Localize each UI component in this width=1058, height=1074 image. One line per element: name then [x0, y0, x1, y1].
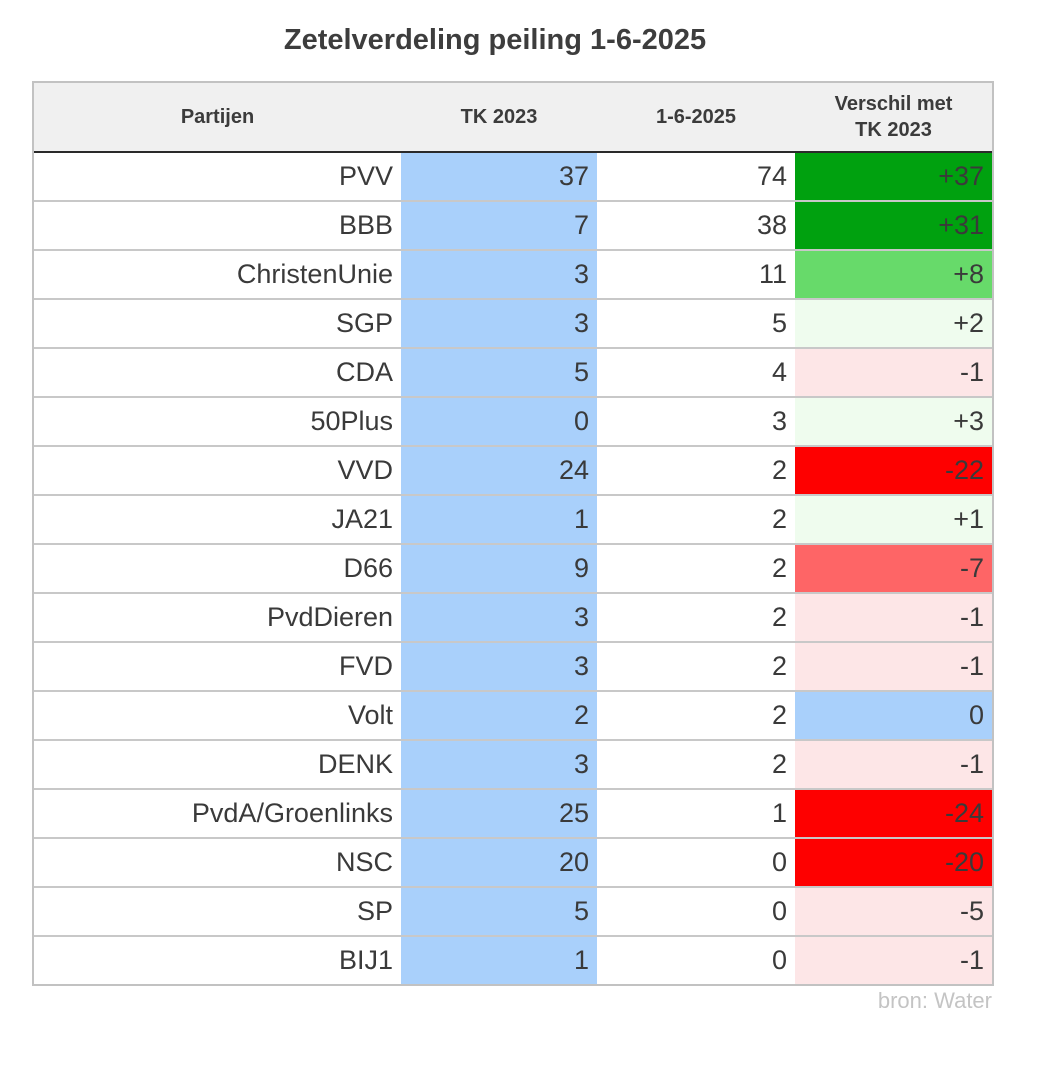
diff-cell: -1 — [795, 937, 992, 984]
party-cell: SP — [356, 896, 393, 926]
tk2023-cell: 3 — [401, 643, 597, 690]
tk2023-cell: 1 — [401, 937, 597, 984]
table-row: SGP 3 5 +2 — [34, 300, 992, 349]
party-cell: PvdDieren — [266, 602, 393, 632]
tk2023-cell: 3 — [401, 741, 597, 788]
table-row: BBB 7 38 +31 — [34, 202, 992, 251]
tk2023-cell: 24 — [401, 447, 597, 494]
poll-cell: 5 — [771, 308, 787, 338]
table-row: JA21 1 2 +1 — [34, 496, 992, 545]
diff-cell: +37 — [795, 153, 992, 200]
diff-cell: -22 — [795, 447, 992, 494]
source-note: bron: Water — [877, 988, 992, 1013]
poll-cell: 0 — [771, 847, 787, 877]
party-cell: Volt — [347, 700, 393, 730]
poll-cell: 4 — [771, 357, 787, 387]
party-cell: JA21 — [331, 504, 393, 534]
table-row: ChristenUnie 3 11 +8 — [34, 251, 992, 300]
party-cell: 50Plus — [310, 406, 393, 436]
header-tk2023: TK 2023 — [460, 106, 538, 128]
diff-cell: -5 — [795, 888, 992, 935]
tk2023-cell: 2 — [401, 692, 597, 739]
poll-cell: 2 — [771, 749, 787, 779]
table-row: DENK 3 2 -1 — [34, 741, 992, 790]
table-row: FVD 3 2 -1 — [34, 643, 992, 692]
diff-cell: -1 — [795, 741, 992, 788]
diff-cell: +3 — [795, 398, 992, 445]
diff-cell: -24 — [795, 790, 992, 837]
diff-cell: 0 — [795, 692, 992, 739]
party-cell: NSC — [335, 847, 393, 877]
party-cell: DENK — [317, 749, 393, 779]
diff-cell: +2 — [795, 300, 992, 347]
tk2023-cell: 9 — [401, 545, 597, 592]
poll-cell: 2 — [771, 455, 787, 485]
party-cell: FVD — [339, 651, 393, 681]
diff-cell: +31 — [795, 202, 992, 249]
tk2023-cell: 5 — [401, 349, 597, 396]
diff-cell: -20 — [795, 839, 992, 886]
diff-cell: +1 — [795, 496, 992, 543]
header-poll: 1-6-2025 — [655, 106, 737, 128]
table-row: VVD 24 2 -22 — [34, 447, 992, 496]
table-header: Partijen TK 2023 1-6-2025 Verschil met TK… — [34, 83, 992, 153]
tk2023-cell: 7 — [401, 202, 597, 249]
tk2023-cell: 5 — [401, 888, 597, 935]
chart-title: Zetelverdeling peiling 1-6-2025 — [283, 24, 707, 56]
party-cell: SGP — [335, 308, 393, 338]
seat-table: Partijen TK 2023 1-6-2025 Verschil met TK… — [32, 81, 994, 986]
poll-cell: 0 — [771, 945, 787, 975]
table-row: D66 9 2 -7 — [34, 545, 992, 594]
tk2023-cell: 3 — [401, 300, 597, 347]
table-row: PVV 37 74 +37 — [34, 153, 992, 202]
diff-cell: -1 — [795, 349, 992, 396]
table-row: PvdA/Groenlinks 25 1 -24 — [34, 790, 992, 839]
header-partijen: Partijen — [180, 106, 255, 128]
tk2023-cell: 20 — [401, 839, 597, 886]
tk2023-cell: 1 — [401, 496, 597, 543]
poll-cell: 2 — [771, 700, 787, 730]
poll-cell: 0 — [771, 896, 787, 926]
party-cell: CDA — [335, 357, 393, 387]
diff-cell: -1 — [795, 643, 992, 690]
table-row: Volt 2 2 0 — [34, 692, 992, 741]
party-cell: ChristenUnie — [236, 259, 393, 289]
diff-cell: -7 — [795, 545, 992, 592]
poll-cell: 2 — [771, 504, 787, 534]
poll-cell: 2 — [771, 602, 787, 632]
diff-cell: -1 — [795, 594, 992, 641]
party-cell: BBB — [338, 210, 393, 240]
table-row: 50Plus 0 3 +3 — [34, 398, 992, 447]
tk2023-cell: 0 — [401, 398, 597, 445]
poll-cell: 2 — [771, 651, 787, 681]
tk2023-cell: 3 — [401, 251, 597, 298]
poll-cell: 3 — [771, 406, 787, 436]
tk2023-cell: 25 — [401, 790, 597, 837]
party-cell: D66 — [343, 553, 393, 583]
poll-cell: 2 — [771, 553, 787, 583]
tk2023-cell: 37 — [401, 153, 597, 200]
poll-cell: 38 — [756, 210, 787, 240]
party-cell: PvdA/Groenlinks — [191, 798, 393, 828]
tk2023-cell: 3 — [401, 594, 597, 641]
party-cell: BIJ1 — [338, 945, 393, 975]
party-cell: VVD — [337, 455, 393, 485]
party-cell: PVV — [338, 161, 393, 191]
table-row: PvdDieren 3 2 -1 — [34, 594, 992, 643]
table-row: SP 5 0 -5 — [34, 888, 992, 937]
table-body: PVV 37 74 +37 BBB 7 38 +31 ChristenUnie 3 11 +8 SGP 3… — [34, 153, 992, 984]
table-row: BIJ1 1 0 -1 — [34, 937, 992, 984]
diff-cell: +8 — [795, 251, 992, 298]
header-verschil: Verschil met TK 2023 — [834, 93, 953, 141]
table-row: CDA 5 4 -1 — [34, 349, 992, 398]
poll-cell: 74 — [756, 161, 787, 191]
poll-cell: 11 — [758, 259, 787, 289]
table-row: NSC 20 0 -20 — [34, 839, 992, 888]
poll-cell: 1 — [771, 798, 787, 828]
